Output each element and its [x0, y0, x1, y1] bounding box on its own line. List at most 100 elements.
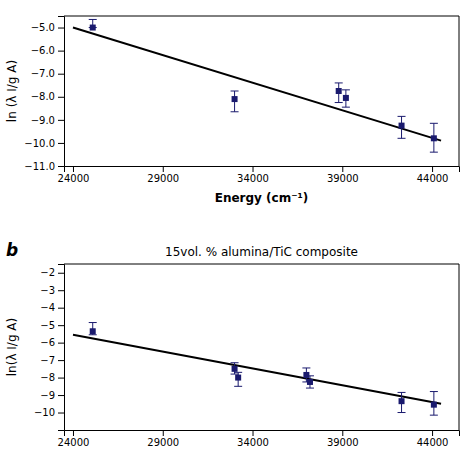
x-tick-mark	[73, 166, 74, 172]
x-tick-mark	[253, 430, 254, 436]
y-tick-label: −11.0	[24, 161, 55, 172]
x-axis-line	[65, 167, 460, 173]
frame-right	[459, 264, 460, 430]
fit-line	[73, 28, 441, 141]
error-bar	[231, 91, 239, 112]
y-tick-mark	[58, 166, 64, 167]
y-tick-mark	[58, 378, 64, 379]
y-tick-mark	[58, 343, 64, 344]
point	[336, 88, 342, 94]
y-tick-label: −9	[40, 390, 55, 401]
y-tick: −8.0	[31, 91, 64, 102]
y-tick: −10	[34, 407, 64, 418]
y-tick: −2	[40, 267, 64, 278]
error-bar	[430, 123, 438, 152]
x-tick-mark	[342, 166, 343, 172]
panel: 2400029000340003900044000−10−9−8−7−6−5−4…	[5, 240, 460, 448]
point	[307, 379, 313, 385]
plot-area	[73, 19, 441, 152]
panel: 24000 29000 34000 39000 44000 −11.0 −10.0 −9.0 −…	[5, 16, 460, 205]
x-tick: 24000	[58, 430, 90, 448]
y-tick-label: −3	[40, 285, 55, 296]
frame-top	[64, 16, 459, 17]
x-tick-mark	[342, 430, 343, 436]
y-tick-mark	[58, 395, 64, 396]
y-tick: −5.0	[31, 22, 64, 33]
x-tick: 34000	[237, 166, 269, 184]
y-axis-line	[58, 265, 65, 431]
y-tick-label: −6	[40, 337, 55, 348]
x-axis: 2400029000340003900044000	[58, 430, 460, 448]
y-tick-mark	[58, 290, 64, 291]
y-tick: −7	[40, 355, 64, 366]
x-tick-mark	[163, 430, 164, 436]
fit-line	[73, 335, 441, 404]
point	[343, 95, 349, 101]
point	[431, 402, 437, 408]
point	[90, 328, 96, 334]
error-bar	[89, 323, 97, 335]
point	[399, 398, 405, 404]
error-bar	[234, 372, 242, 386]
y-tick-label: −10	[34, 407, 55, 418]
frame-right	[459, 16, 460, 166]
y-tick-label: −6.0	[31, 45, 55, 56]
x-tick-label: 24000	[58, 437, 90, 448]
x-tick-label: 34000	[237, 173, 269, 184]
y-axis-title: ln(λ I/g A)	[5, 318, 19, 376]
x-tick-label: 29000	[147, 173, 179, 184]
x-tick: 39000	[327, 430, 359, 448]
point	[399, 123, 405, 129]
chart: 24000 29000 34000 39000 44000 −11.0 −10.0 −9.0 −…	[0, 0, 474, 474]
error-bar	[398, 392, 406, 412]
y-tick: −8	[40, 372, 64, 383]
y-tick-label: −7	[40, 355, 55, 366]
x-tick-mark	[163, 166, 164, 172]
y-tick: −5	[40, 320, 64, 331]
y-tick-label: −4	[40, 302, 55, 313]
y-tick-mark	[58, 51, 64, 52]
x-tick-label: 39000	[327, 437, 359, 448]
y-axis-title: ln (λ I/g A)	[5, 60, 19, 122]
x-tick-label: 29000	[147, 437, 179, 448]
y-tick-mark	[58, 325, 64, 326]
x-tick: 24000	[58, 166, 90, 184]
y-tick-label: −7.0	[31, 68, 55, 79]
y-tick: −6.0	[31, 45, 64, 56]
y-tick-mark	[58, 120, 64, 121]
y-tick-label: −10.0	[24, 138, 55, 149]
y-tick: −4	[40, 302, 64, 313]
x-tick-mark	[432, 166, 433, 172]
y-tick-label: −8.0	[31, 91, 55, 102]
y-tick-mark	[58, 273, 64, 274]
point	[90, 25, 96, 31]
y-tick-mark	[58, 308, 64, 309]
x-tick-label: 39000	[327, 173, 359, 184]
x-tick-mark	[253, 166, 254, 172]
y-tick-mark	[58, 74, 64, 75]
x-axis-line	[65, 431, 460, 437]
error-bar	[430, 392, 438, 416]
error-bar	[342, 90, 350, 107]
error-bar	[398, 116, 406, 138]
y-tick: −7.0	[31, 68, 64, 79]
x-tick-mark	[432, 430, 433, 436]
point	[232, 96, 238, 102]
frame-top	[64, 264, 459, 265]
x-tick-label: 44000	[417, 437, 449, 448]
y-tick-label: −5	[40, 320, 55, 331]
x-axis: 24000 29000 34000 39000 44000	[58, 166, 460, 184]
y-axis: −10 −9 −8 −7 −6 −5 −4 −3 −2	[34, 265, 65, 431]
x-tick: 44000	[417, 166, 449, 184]
y-tick: −3	[40, 285, 64, 296]
y-tick-label: −8	[40, 372, 55, 383]
error-bar	[335, 83, 343, 103]
x-tick: 44000	[417, 430, 449, 448]
x-tick: 39000	[327, 166, 359, 184]
point	[235, 375, 241, 381]
x-tick-label: 24000	[58, 173, 90, 184]
y-tick: −6	[40, 337, 64, 348]
y-tick: −9.0	[31, 115, 64, 126]
title: 15vol. % alumina/TiC composite	[165, 245, 358, 259]
y-tick: −11.0	[24, 161, 64, 172]
